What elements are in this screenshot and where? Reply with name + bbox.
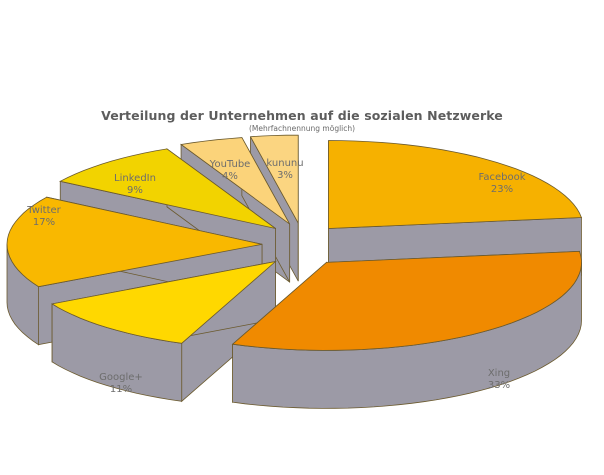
label-name: kununu: [266, 158, 304, 169]
label-name: Xing: [487, 368, 511, 379]
slice-label-kununu: kununu 3%: [266, 158, 303, 182]
slice-label-linkedin: LinkedIn 9%: [114, 173, 156, 197]
slice-top: [231, 250, 582, 351]
slice-top: [180, 137, 290, 225]
label-percent: 9%: [127, 185, 143, 196]
label-percent: 17%: [32, 217, 56, 228]
label-name: Twitter: [27, 205, 61, 216]
slice-top: [59, 148, 276, 229]
label-percent: 33%: [487, 380, 511, 391]
label-name: Google+: [99, 372, 143, 383]
label-percent: 3%: [277, 170, 293, 181]
slice-top: [249, 134, 299, 224]
label-percent: 23%: [490, 184, 514, 195]
chart-subtitle: (Mehrfachnennung möglich): [248, 124, 356, 133]
label-name: YouTube: [209, 159, 251, 170]
slice-label-youtube: YouTube 4%: [210, 159, 251, 183]
slice-label-twitter: Twitter 17%: [27, 205, 61, 229]
chart-title: Verteilung der Unternehmen auf die sozia…: [101, 108, 503, 123]
slice-label-xing: Xing 33%: [488, 368, 510, 392]
slice-label-googleplus: Google+ 11%: [99, 372, 143, 396]
label-name: Facebook: [478, 172, 526, 183]
label-percent: 4%: [222, 171, 238, 182]
slice-label-facebook: Facebook 23%: [479, 172, 526, 196]
slice-top: [328, 140, 582, 229]
slice-top: [6, 196, 263, 288]
label-name: LinkedIn: [114, 173, 156, 184]
label-percent: 11%: [109, 384, 133, 395]
pie-slice-google: [50, 260, 277, 403]
pie-slice-xing: [231, 250, 582, 409]
slice-top: [50, 260, 277, 344]
